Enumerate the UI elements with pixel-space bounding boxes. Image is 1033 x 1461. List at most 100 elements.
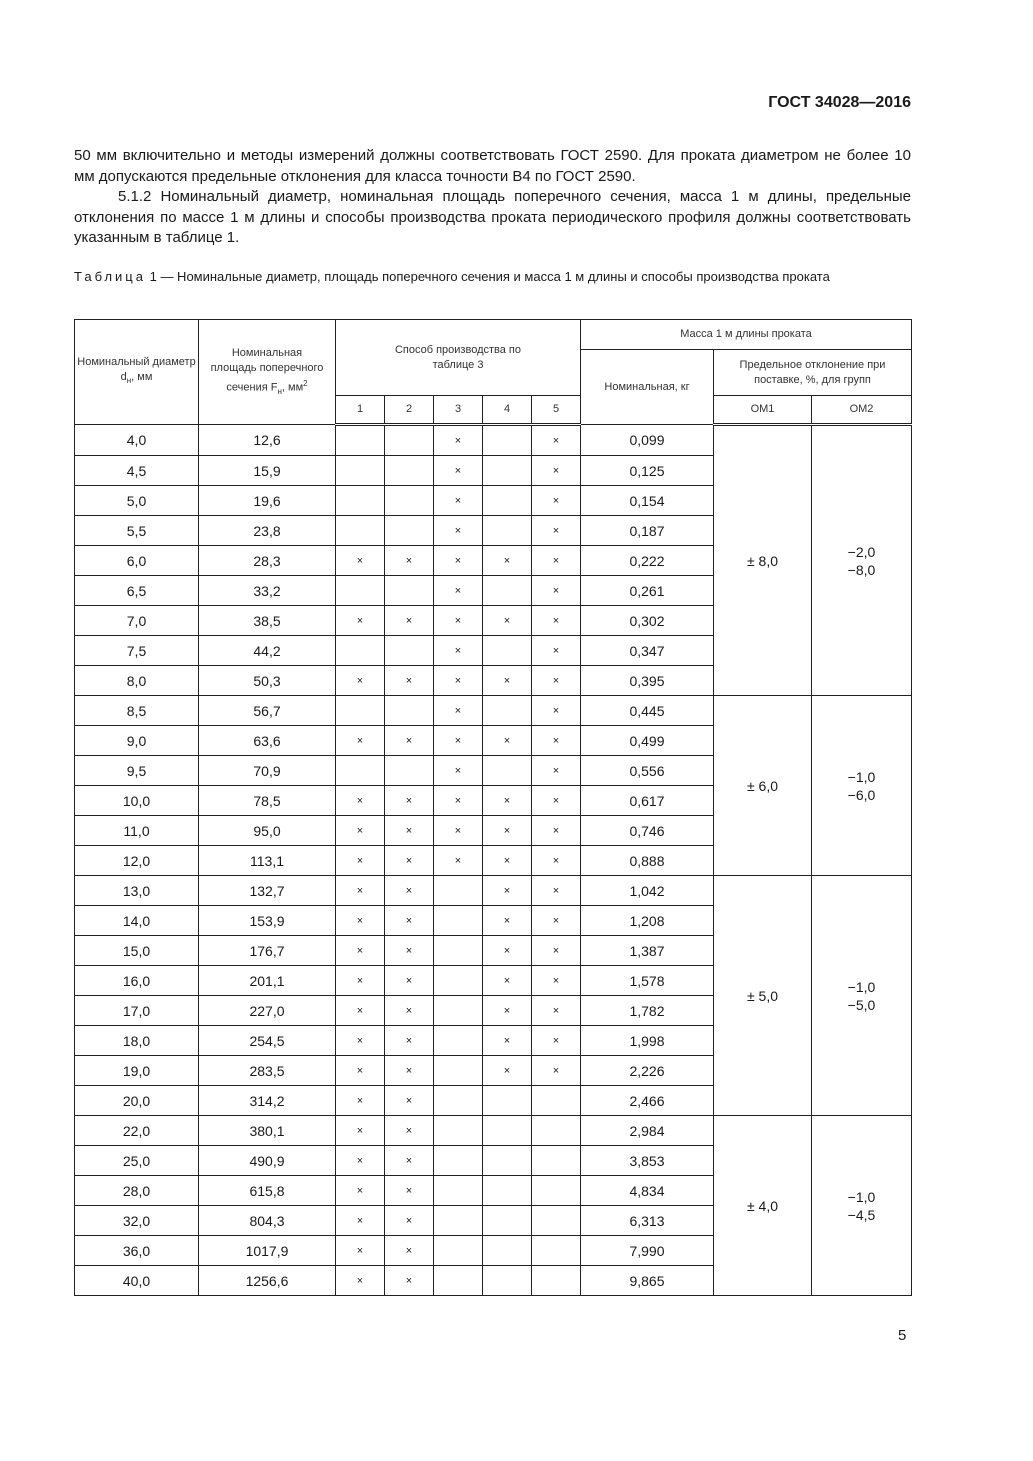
table-row: 25,0 490,9 × × 3,853 bbox=[74, 1145, 912, 1176]
area-cell: 15,9 bbox=[198, 455, 336, 486]
mass-cell: 0,187 bbox=[580, 515, 714, 546]
area-cell: 38,5 bbox=[198, 605, 336, 636]
method-1-cell: × bbox=[335, 1085, 385, 1116]
method-5-cell: × bbox=[531, 815, 581, 846]
method-2-cell: × bbox=[384, 995, 434, 1026]
method-4-cell bbox=[482, 1205, 532, 1236]
diameter-cell: 5,5 bbox=[74, 515, 199, 546]
method-4-cell: × bbox=[482, 995, 532, 1026]
method-1-cell bbox=[335, 424, 385, 456]
method-3-cell bbox=[433, 1235, 483, 1266]
method-2-cell: × bbox=[384, 545, 434, 576]
method-5-cell: × bbox=[531, 485, 581, 516]
method-3-cell bbox=[433, 1265, 483, 1296]
method-1-cell: × bbox=[335, 1175, 385, 1206]
mass-cell: 7,990 bbox=[580, 1235, 714, 1266]
table-row: 11,0 95,0 × × × × × 0,746 bbox=[74, 815, 912, 846]
method-5-cell: × bbox=[531, 545, 581, 576]
method-4-cell bbox=[482, 635, 532, 666]
method-4-cell bbox=[482, 1265, 532, 1296]
area-cell: 490,9 bbox=[198, 1145, 336, 1176]
mass-cell: 9,865 bbox=[580, 1265, 714, 1296]
method-3-cell: × bbox=[433, 665, 483, 696]
method-2-cell bbox=[384, 515, 434, 546]
method-2-cell: × bbox=[384, 1115, 434, 1146]
method-5-cell bbox=[531, 1235, 581, 1266]
method-2-cell bbox=[384, 695, 434, 726]
area-cell: 44,2 bbox=[198, 635, 336, 666]
method-5-cell: × bbox=[531, 515, 581, 546]
area-cell: 380,1 bbox=[198, 1115, 336, 1146]
method-3-cell bbox=[433, 1055, 483, 1086]
method-2-cell: × bbox=[384, 875, 434, 906]
method-4-cell: × bbox=[482, 1055, 532, 1086]
method-3-cell: × bbox=[433, 575, 483, 606]
mass-cell: 6,313 bbox=[580, 1205, 714, 1236]
area-cell: 132,7 bbox=[198, 875, 336, 906]
method-5-cell: × bbox=[531, 755, 581, 786]
table-row: 10,0 78,5 × × × × × 0,617 bbox=[74, 785, 912, 816]
header-method-3: 3 bbox=[433, 395, 483, 426]
method-1-cell: × bbox=[335, 815, 385, 846]
table-row: 7,5 44,2 × × 0,347 bbox=[74, 635, 912, 666]
method-5-cell: × bbox=[531, 605, 581, 636]
area-cell: 176,7 bbox=[198, 935, 336, 966]
method-4-cell: × bbox=[482, 965, 532, 996]
method-3-cell bbox=[433, 965, 483, 996]
method-1-cell: × bbox=[335, 665, 385, 696]
table-row: 14,0 153,9 × × × × 1,208 bbox=[74, 905, 912, 936]
table-row: 18,0 254,5 × × × × 1,998 bbox=[74, 1025, 912, 1056]
om2-deviation-cell: −2,0 −8,0 bbox=[811, 424, 912, 696]
method-3-cell bbox=[433, 1175, 483, 1206]
data-table: Номинальный диаметр dн, мм Номинальная п… bbox=[74, 319, 912, 1296]
area-cell: 1017,9 bbox=[198, 1235, 336, 1266]
method-3-cell: × bbox=[433, 545, 483, 576]
method-3-cell bbox=[433, 1085, 483, 1116]
method-1-cell: × bbox=[335, 1055, 385, 1086]
area-cell: 201,1 bbox=[198, 965, 336, 996]
method-2-cell: × bbox=[384, 965, 434, 996]
method-4-cell: × bbox=[482, 845, 532, 876]
table-row: 9,5 70,9 × × 0,556 bbox=[74, 755, 912, 786]
table-row: 4,0 12,6 × × 0,099 ± 8,0 −2,0 −8,0 bbox=[74, 424, 912, 696]
method-4-cell bbox=[482, 755, 532, 786]
mass-cell: 1,042 bbox=[580, 875, 714, 906]
om1-deviation-cell: ± 4,0 bbox=[713, 1115, 812, 1296]
page-number: 5 bbox=[898, 1327, 907, 1344]
table-row: 32,0 804,3 × × 6,313 bbox=[74, 1205, 912, 1236]
area-cell: 19,6 bbox=[198, 485, 336, 516]
header-mass-nominal: Номинальная, кг bbox=[580, 349, 714, 425]
method-5-cell: × bbox=[531, 995, 581, 1026]
method-3-cell: × bbox=[433, 424, 483, 456]
area-cell: 28,3 bbox=[198, 545, 336, 576]
method-2-cell: × bbox=[384, 845, 434, 876]
method-1-cell bbox=[335, 635, 385, 666]
diameter-cell: 4,0 bbox=[74, 424, 199, 456]
diameter-cell: 36,0 bbox=[74, 1235, 199, 1266]
mass-cell: 0,395 bbox=[580, 665, 714, 696]
mass-cell: 0,154 bbox=[580, 485, 714, 516]
diameter-cell: 12,0 bbox=[74, 845, 199, 876]
method-4-cell: × bbox=[482, 665, 532, 696]
mass-cell: 1,782 bbox=[580, 995, 714, 1026]
method-3-cell bbox=[433, 995, 483, 1026]
table-row: 5,0 19,6 × × 0,154 bbox=[74, 485, 912, 516]
diameter-cell: 10,0 bbox=[74, 785, 199, 816]
method-5-cell: × bbox=[531, 635, 581, 666]
om2-deviation-cell: −1,0 −4,5 bbox=[811, 1115, 912, 1296]
method-1-cell bbox=[335, 485, 385, 516]
method-5-cell: × bbox=[531, 785, 581, 816]
table-caption: Таблица 1 — Номинальные диаметр, площадь… bbox=[74, 268, 911, 286]
method-3-cell bbox=[433, 1115, 483, 1146]
table-row: 17,0 227,0 × × × × 1,782 bbox=[74, 995, 912, 1026]
method-5-cell bbox=[531, 1265, 581, 1296]
mass-cell: 0,746 bbox=[580, 815, 714, 846]
area-cell: 1256,6 bbox=[198, 1265, 336, 1296]
table-row: 4,5 15,9 × × 0,125 bbox=[74, 455, 912, 486]
method-5-cell: × bbox=[531, 1025, 581, 1056]
method-1-cell: × bbox=[335, 1235, 385, 1266]
mass-cell: 0,888 bbox=[580, 845, 714, 876]
area-cell: 23,8 bbox=[198, 515, 336, 546]
method-1-cell bbox=[335, 695, 385, 726]
method-5-cell bbox=[531, 1115, 581, 1146]
